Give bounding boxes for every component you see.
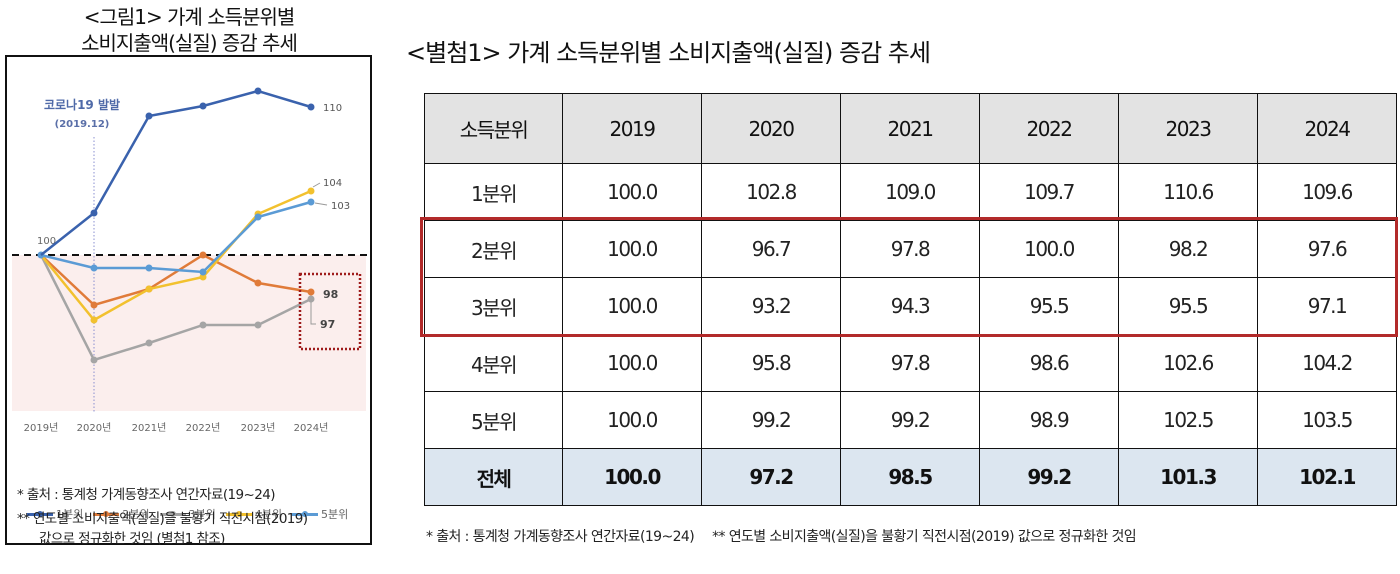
cell: 110.6 [1118, 163, 1258, 221]
figure-note-source: * 출처 : 통계청 가계동향조사 연간자료(19~24) [17, 487, 275, 503]
header-cell: 2024 [1257, 93, 1397, 164]
header-cell: 소득분위 [424, 93, 563, 164]
table-row: 4분위 100.0 95.8 97.8 98.6 102.6 104.2 [424, 334, 1397, 392]
end-label-q2: 98 [323, 288, 338, 301]
series-q1-line [40, 89, 312, 256]
x-axis-labels: 2019년 2020년 2021년 2022년 2023년 2024년 [24, 422, 329, 434]
cell: 102.6 [1118, 334, 1258, 392]
cell: 100.0 [562, 448, 702, 506]
figure-title-line1: <그림1> 가계 소득분위별 [83, 5, 296, 29]
cell: 99.2 [840, 391, 980, 449]
cell: 96.7 [701, 220, 841, 278]
covid-annotation: 코로나19 발발 [44, 97, 120, 112]
row-label: 1분위 [424, 163, 563, 221]
covid-date: (2019.12) [55, 119, 110, 130]
svg-text:2020년: 2020년 [77, 422, 112, 434]
row-label: 5분위 [424, 391, 563, 449]
figure-title-line2: 소비지출액(실질) 증감 추세 [81, 31, 298, 55]
series-q4-line [40, 189, 312, 322]
figure-frame: 코로나19 발발 (2019.12) 100 110 104 103 98 97… [5, 55, 372, 547]
legend-item-q4: 4분위 [225, 506, 282, 522]
cell: 99.2 [701, 391, 841, 449]
dotted-highlight-box [298, 272, 362, 351]
cell: 109.7 [979, 163, 1119, 221]
figure-note-normalize: ** 연도별 소비지출액(실질)을 불황기 직전시점(2019) [17, 511, 308, 527]
series-q3-markers [90, 295, 315, 364]
header-cell: 2020 [701, 93, 841, 164]
end-label-q1: 110 [323, 103, 342, 114]
svg-text:2019년: 2019년 [24, 422, 59, 434]
cell: 97.8 [840, 334, 980, 392]
table-row: 1분위 100.0 102.8 109.0 109.7 110.6 109.6 [424, 163, 1397, 221]
svg-text:2023년: 2023년 [241, 422, 276, 434]
cell: 100.0 [562, 220, 702, 278]
row-label: 4분위 [424, 334, 563, 392]
end-label-q5: 103 [331, 201, 350, 212]
cell: 98.2 [1118, 220, 1258, 278]
series-q5-markers [37, 198, 315, 276]
figure-note-normalize-cont: 값으로 정규화한 것임 (별첨1 참조) [39, 531, 225, 547]
row-label: 3분위 [424, 277, 563, 335]
cell: 97.2 [701, 448, 841, 506]
row-label: 2분위 [424, 220, 563, 278]
series-q1-markers [90, 87, 315, 217]
series-q5-line [40, 200, 312, 274]
svg-text:2022년: 2022년 [186, 422, 221, 434]
header-cell: 2023 [1118, 93, 1258, 164]
cell: 95.8 [701, 334, 841, 392]
header-cell: 2019 [562, 93, 702, 164]
cell: 100.0 [562, 334, 702, 392]
cell: 93.2 [701, 277, 841, 335]
cell: 101.3 [1118, 448, 1258, 506]
row-label: 전체 [424, 448, 563, 506]
table-row: 5분위 100.0 99.2 99.2 98.9 102.5 103.5 [424, 391, 1397, 449]
cell: 102.5 [1118, 391, 1258, 449]
table-footnote: * 출처 : 통계청 가계동향조사 연간자료(19~24) ** 연도별 소비지출… [426, 526, 1137, 546]
cell: 95.5 [979, 277, 1119, 335]
cell: 103.5 [1257, 391, 1397, 449]
figure-title: <그림1> 가계 소득분위별 소비지출액(실질) 증감 추세 [0, 4, 378, 56]
table-title: <별첨1> 가계 소득분위별 소비지출액(실질) 증감 추세 [406, 39, 931, 67]
cell: 102.8 [701, 163, 841, 221]
cell: 97.6 [1257, 220, 1397, 278]
footnote-source: * 출처 : 통계청 가계동향조사 연간자료(19~24) [426, 529, 695, 545]
legend-item-q5: 5분위 [292, 506, 348, 522]
cell: 99.2 [979, 448, 1119, 506]
svg-text:2024년: 2024년 [294, 422, 329, 434]
legend-item-q3: 3분위 [159, 506, 216, 522]
cell: 97.8 [840, 220, 980, 278]
cell: 100.0 [562, 391, 702, 449]
cell: 109.6 [1257, 163, 1397, 221]
cell: 98.9 [979, 391, 1119, 449]
cell: 95.5 [1118, 277, 1258, 335]
header-cell: 2021 [840, 93, 980, 164]
footnote-normalize: ** 연도별 소비지출액(실질)을 불황기 직전시점(2019) 값으로 정규화… [712, 529, 1137, 545]
cell: 100.0 [562, 163, 702, 221]
cell: 109.0 [840, 163, 980, 221]
series-q2-line [40, 253, 312, 307]
cell: 98.5 [840, 448, 980, 506]
cell: 100.0 [979, 220, 1119, 278]
table-row: 3분위 100.0 93.2 94.3 95.5 95.5 97.1 [424, 277, 1397, 335]
cell: 98.6 [979, 334, 1119, 392]
cell: 102.1 [1257, 448, 1397, 506]
cell: 94.3 [840, 277, 980, 335]
series-q3-line [39, 254, 312, 362]
cell: 100.0 [562, 277, 702, 335]
table-row: 2분위 100.0 96.7 97.8 100.0 98.2 97.6 [424, 220, 1397, 278]
line-chart: 코로나19 발발 (2019.12) 100 110 104 103 98 97… [12, 87, 367, 434]
legend-item-q2: 2분위 [93, 506, 150, 522]
cell: 97.1 [1257, 277, 1397, 335]
table-total-row: 전체 100.0 97.2 98.5 99.2 101.3 102.1 [424, 448, 1397, 506]
svg-text:2021년: 2021년 [132, 422, 167, 434]
end-label-q4: 104 [323, 178, 342, 189]
cell: 104.2 [1257, 334, 1397, 392]
start-label: 100 [37, 236, 56, 247]
chart-legend: 1분위 2분위 3분위 4분위 5분위 [27, 506, 348, 522]
legend-item-q1: 1분위 [27, 506, 83, 522]
header-cell: 2022 [979, 93, 1119, 164]
table-header-row: 소득분위 2019 2020 2021 2022 2023 2024 [424, 93, 1397, 164]
end-label-q3: 97 [320, 318, 335, 331]
data-table: 소득분위 2019 2020 2021 2022 2023 2024 1분위 1… [424, 93, 1397, 506]
